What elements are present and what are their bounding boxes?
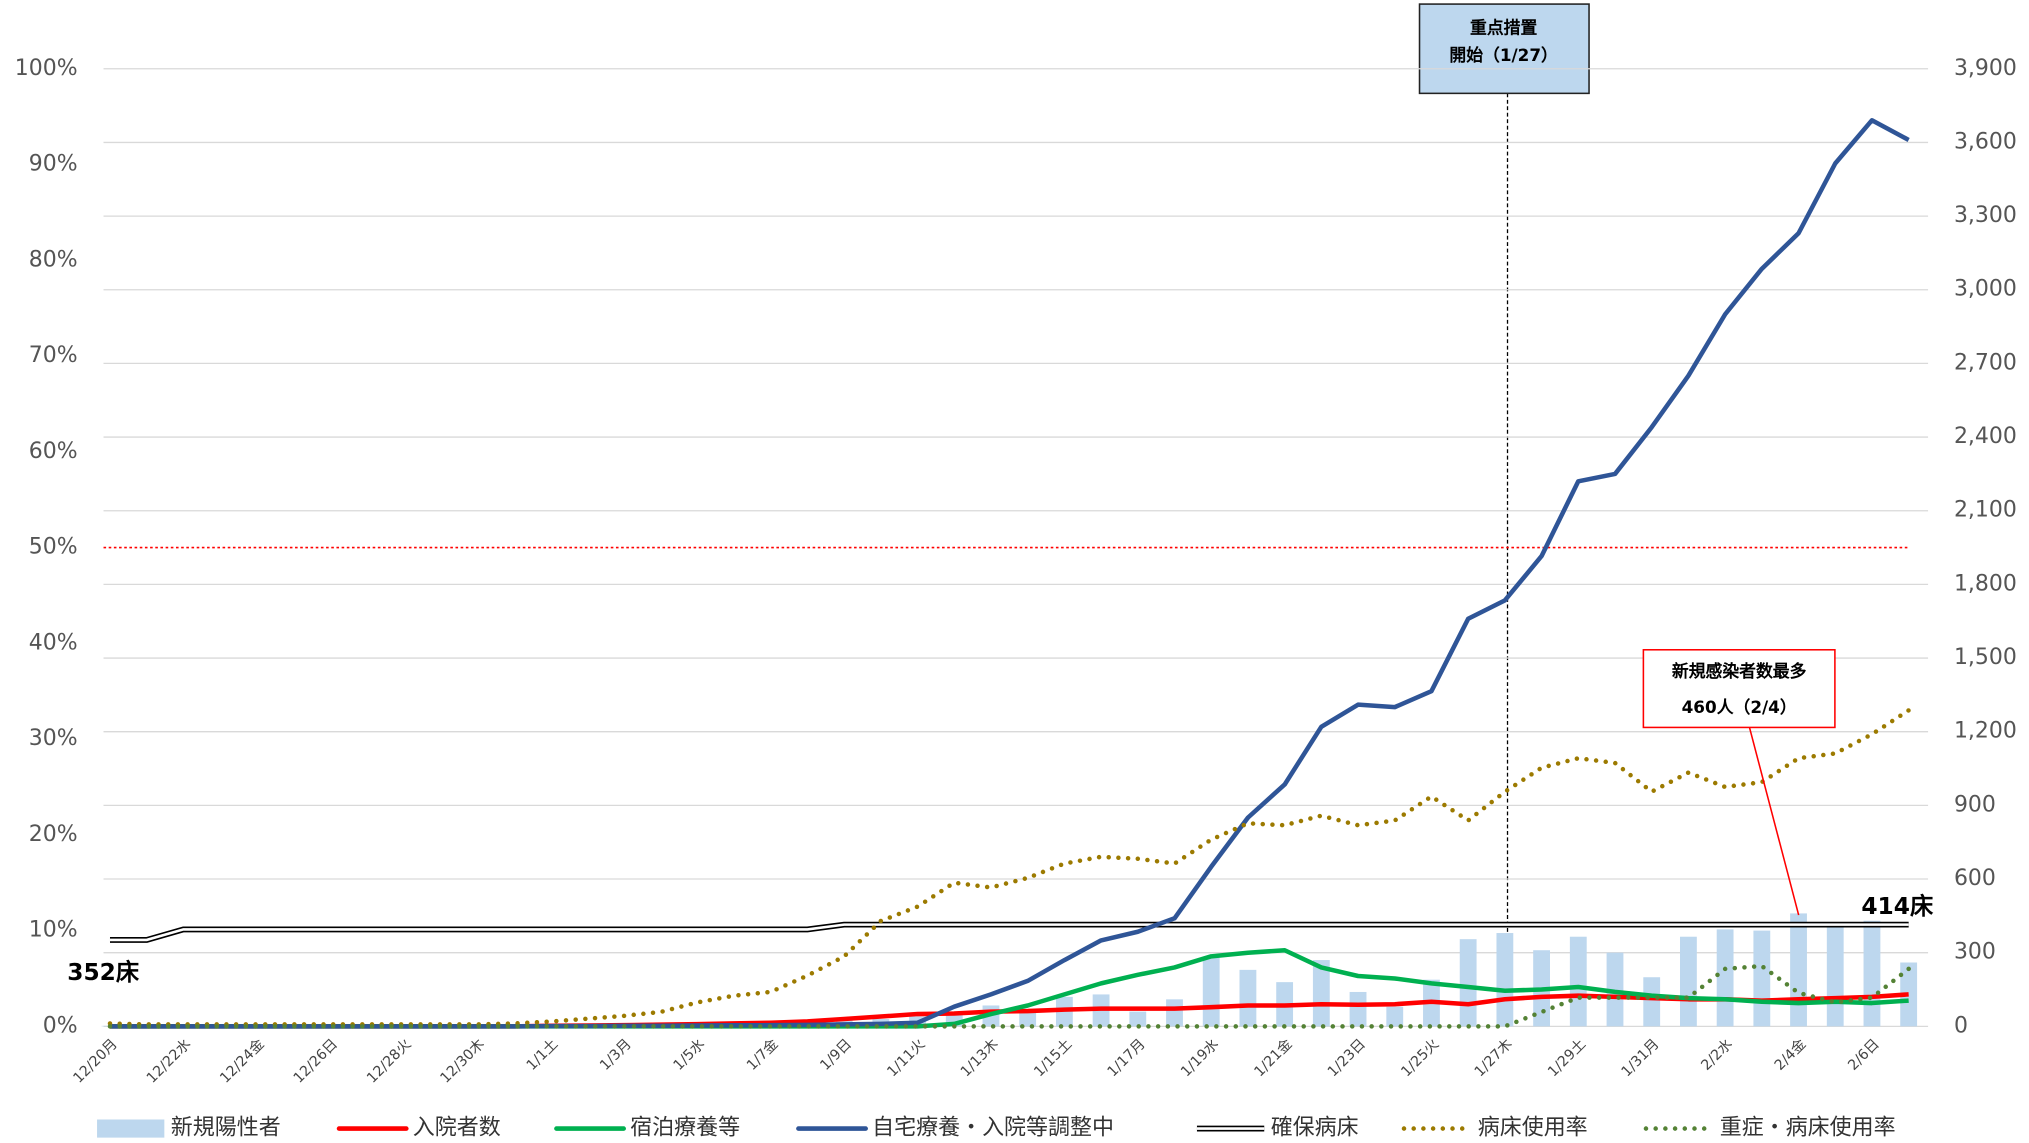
x-tick-label: 1/27木	[1471, 1036, 1516, 1081]
y-tick-label: 70%	[29, 343, 78, 368]
y2-tick-label: 3,600	[1954, 129, 2017, 154]
x-tick-label: 12/26日	[291, 1036, 341, 1086]
line	[109, 118, 1910, 1029]
y-tick-label: 80%	[29, 247, 78, 272]
x-tick-label: 1/21金	[1251, 1036, 1296, 1081]
y2-tick-label: 1,800	[1954, 571, 2017, 596]
line-outline	[109, 921, 1909, 943]
x-tick-label: 1/31月	[1619, 1036, 1663, 1080]
y2-tick-label: 0	[1954, 1013, 1968, 1038]
line	[107, 708, 1911, 1027]
y2-tick-label: 1,500	[1954, 645, 2017, 670]
legend-label: 確保病床	[1271, 1116, 1359, 1141]
bar	[1459, 939, 1477, 1027]
y-tick-label: 50%	[29, 535, 78, 560]
bar	[1606, 952, 1624, 1027]
x-tick-label: 2/6日	[1845, 1036, 1883, 1074]
y-tick-label: 10%	[29, 918, 78, 943]
annotation-box	[1418, 3, 1590, 95]
legend-label: 入院者数	[413, 1116, 501, 1141]
x-tick-label: 1/23日	[1325, 1036, 1369, 1080]
bar	[1496, 933, 1514, 1027]
y-tick-label: 100%	[15, 56, 78, 81]
bar	[1386, 1006, 1404, 1027]
y-tick-label: 20%	[29, 822, 78, 847]
bar	[1019, 1011, 1037, 1027]
line	[109, 923, 1909, 942]
y2-tick-label: 3,900	[1954, 56, 2017, 81]
y-tick-label: 30%	[29, 726, 78, 751]
x-tick-label: 2/2水	[1698, 1036, 1736, 1074]
line	[107, 963, 1911, 1029]
annotation-box	[1642, 649, 1836, 729]
annotation: 352床	[67, 959, 140, 986]
legend-label: 重症・病床使用率	[1720, 1116, 1896, 1141]
annotation: 開始（1/27）	[1449, 45, 1558, 65]
x-tick-label: 1/1土	[523, 1036, 561, 1074]
legend-label: 宿泊療養等	[630, 1116, 740, 1141]
x-tick-label: 12/30木	[437, 1036, 488, 1087]
annotation: 新規感染者数最多	[1672, 661, 1807, 681]
x-tick-label: 1/15土	[1031, 1036, 1076, 1081]
y2-tick-label: 1,200	[1954, 719, 2017, 744]
y-tick-label: 40%	[29, 630, 78, 655]
x-tick-label: 1/19水	[1177, 1036, 1222, 1081]
y2-tick-label: 2,100	[1954, 498, 2017, 523]
bar	[1129, 1011, 1147, 1027]
y2-tick-label: 300	[1954, 940, 1996, 965]
bar	[1312, 960, 1330, 1027]
x-tick-label: 1/11火	[884, 1036, 928, 1080]
x-tick-label: 12/28火	[364, 1036, 414, 1086]
y2-tick-label: 2,400	[1954, 424, 2017, 449]
bar	[1863, 920, 1881, 1027]
x-tick-label: 1/9日	[817, 1036, 855, 1074]
x-tick-label: 1/13木	[957, 1036, 1002, 1081]
annotation: 460人（2/4）	[1682, 697, 1797, 717]
bar	[1569, 936, 1587, 1027]
bar	[1716, 929, 1734, 1027]
x-tick-label: 1/3月	[597, 1036, 635, 1074]
x-tick-label: 12/24金	[217, 1036, 268, 1087]
y2-tick-label: 3,300	[1954, 203, 2017, 228]
y2-tick-label: 2,700	[1954, 350, 2017, 375]
annotation-group: 新規感染者数最多 460人（2/4）	[1642, 649, 1836, 916]
bar	[1826, 923, 1844, 1027]
y-tick-label: 0%	[43, 1013, 78, 1038]
bar	[1166, 999, 1183, 1027]
y2-tick-label: 600	[1954, 866, 1996, 891]
y2-tick-label: 900	[1954, 792, 1996, 817]
y-tick-label: 60%	[29, 439, 78, 464]
x-tick-label: 2/4金	[1771, 1036, 1809, 1074]
legend-swatch	[97, 1119, 165, 1138]
bar	[1680, 936, 1697, 1027]
annotation: 414床	[1861, 893, 1934, 920]
legend-label: 自宅療養・入院等調整中	[872, 1116, 1114, 1141]
x-tick-label: 1/7金	[743, 1036, 781, 1074]
x-tick-label: 1/25火	[1398, 1036, 1442, 1080]
x-tick-label: 12/22水	[143, 1036, 194, 1087]
bar	[1202, 957, 1220, 1027]
annotation: 重点措置	[1470, 18, 1537, 38]
annotation-pointer	[1748, 727, 1800, 916]
x-tick-label: 12/20月	[70, 1036, 120, 1086]
y2-tick-label: 3,000	[1954, 277, 2017, 302]
x-tick-label: 1/29土	[1544, 1036, 1589, 1081]
legend-label: 新規陽性者	[171, 1116, 281, 1141]
bar	[1643, 977, 1661, 1027]
legend-label: 病床使用率	[1478, 1116, 1588, 1141]
bar	[1753, 930, 1771, 1027]
bar	[1349, 991, 1367, 1027]
x-tick-label: 1/5水	[670, 1036, 708, 1074]
x-tick-label: 1/17月	[1105, 1036, 1149, 1080]
bar	[1790, 913, 1807, 1027]
bar	[1239, 969, 1257, 1027]
y-tick-label: 90%	[29, 152, 78, 177]
